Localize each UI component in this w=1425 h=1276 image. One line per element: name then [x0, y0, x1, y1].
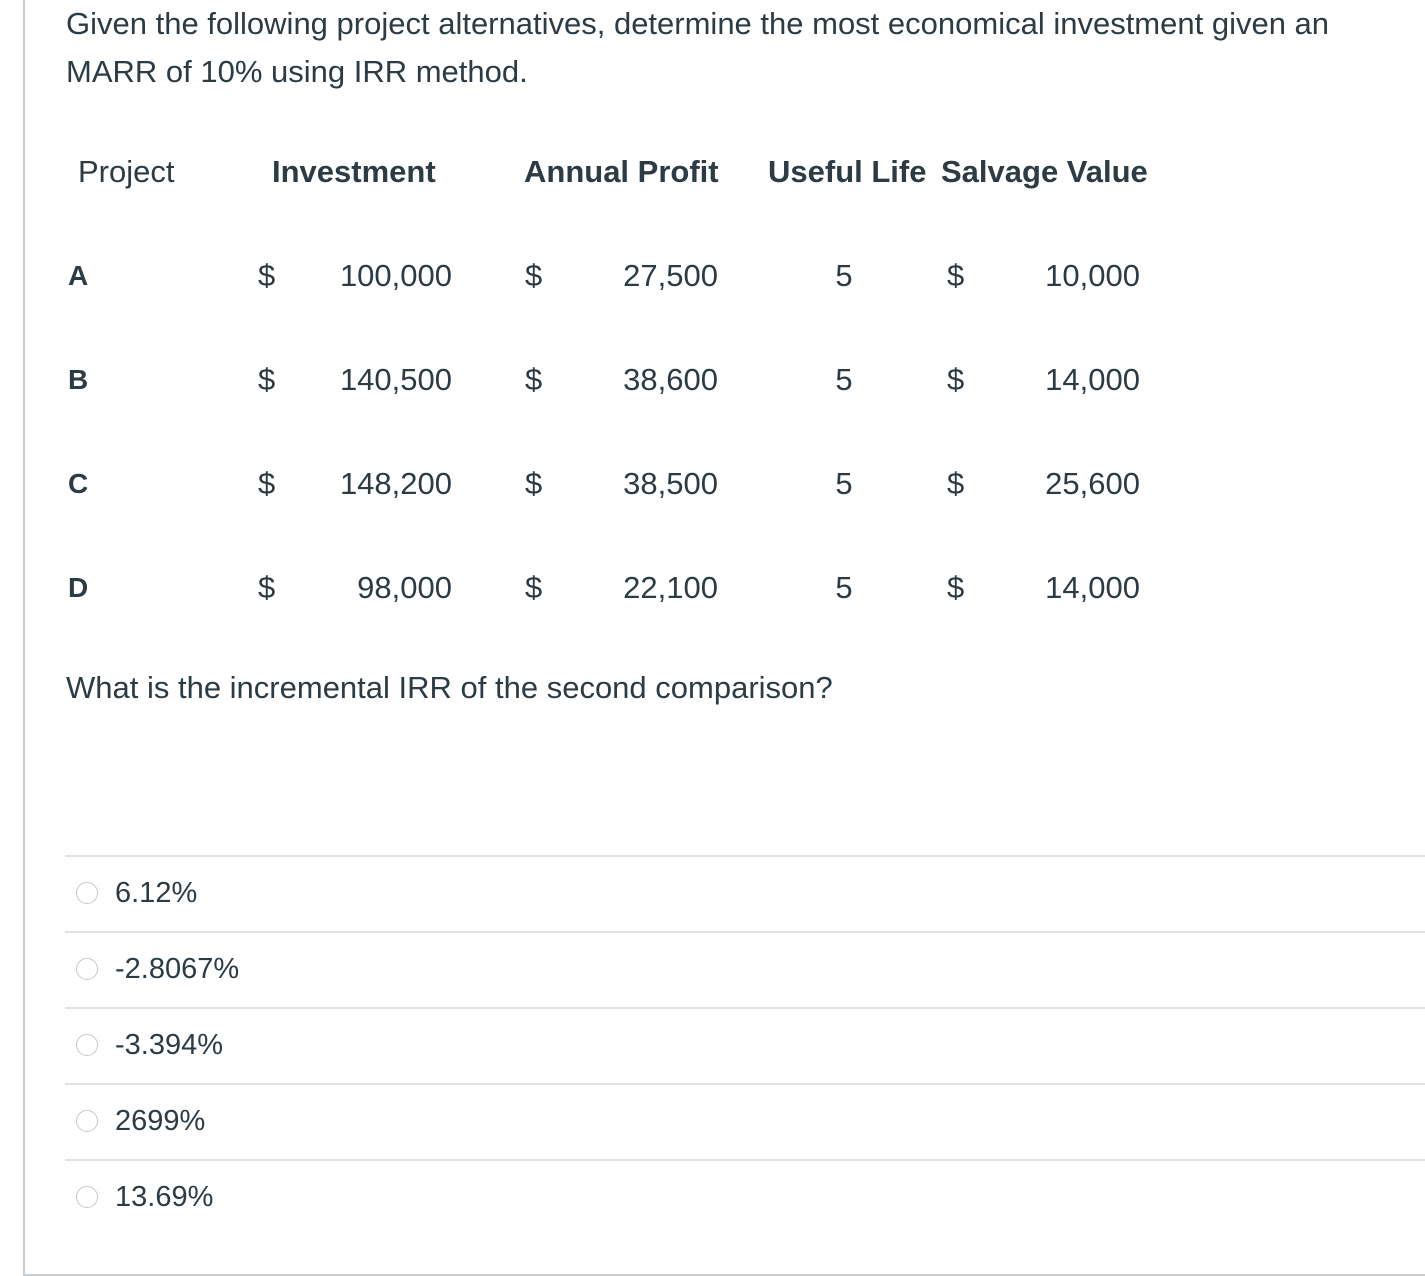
answer-label[interactable]: 13.69% [115, 1181, 214, 1213]
answer-label[interactable]: 6.12% [115, 877, 198, 909]
row-a-profit-currency: $ [525, 258, 543, 293]
panel-bottom-border [23, 1274, 1425, 1276]
header-investment: Investment [272, 154, 436, 189]
row-a-project: A [68, 260, 89, 291]
header-salvage-value: Salvage Value [941, 154, 1148, 189]
followup-question: What is the incremental IRR of the secon… [66, 670, 833, 705]
answer-label[interactable]: 2699% [115, 1105, 206, 1137]
row-b-annual-profit: 38,600 [623, 362, 718, 397]
header-project: Project [78, 154, 175, 189]
answer-label[interactable]: -3.394% [115, 1029, 224, 1061]
answer-list: 6.12% -2.8067% -3.394% 2699% 13.69% [65, 855, 1425, 1235]
row-d-investment: 98,000 [357, 570, 452, 605]
row-a-salvage-value: 10,000 [1045, 258, 1140, 293]
header-annual-profit: Annual Profit [524, 154, 719, 189]
row-d-annual-profit: 22,100 [623, 570, 718, 605]
row-b-salvage-value: 14,000 [1045, 362, 1140, 397]
header-useful-life: Useful Life [768, 154, 927, 189]
row-a-useful-life: 5 [835, 258, 853, 293]
row-b-investment: 140,500 [339, 362, 452, 397]
row-c-project: C [68, 468, 89, 499]
question-prompt: Given the following project alternatives… [66, 6, 1330, 89]
row-d-project: D [68, 572, 89, 603]
radio-button[interactable] [76, 1110, 98, 1132]
answer-option[interactable]: 2699% [65, 1083, 1425, 1159]
row-a-annual-profit: 27,500 [623, 258, 718, 293]
radio-button[interactable] [76, 882, 98, 904]
row-c-useful-life: 5 [835, 466, 853, 501]
row-b-project: B [68, 364, 89, 395]
row-d-salvage-currency: $ [947, 570, 965, 605]
row-b-useful-life: 5 [835, 362, 853, 397]
answer-option[interactable]: -3.394% [65, 1007, 1425, 1083]
panel-left-border [23, 0, 25, 1276]
row-c-salvage-value: 25,600 [1045, 466, 1140, 501]
answer-option[interactable]: 13.69% [65, 1159, 1425, 1235]
radio-button[interactable] [76, 958, 98, 980]
row-b-profit-currency: $ [525, 362, 543, 397]
radio-button[interactable] [76, 1034, 98, 1056]
row-b-salvage-currency: $ [947, 362, 965, 397]
row-c-annual-profit: 38,500 [623, 466, 718, 501]
row-d-useful-life: 5 [835, 570, 853, 605]
row-a-salvage-currency: $ [947, 258, 965, 293]
row-a-investment: 100,000 [339, 258, 452, 293]
row-d-salvage-value: 14,000 [1045, 570, 1140, 605]
row-a-investment-currency: $ [258, 258, 276, 293]
radio-button[interactable] [76, 1186, 98, 1208]
row-c-salvage-currency: $ [947, 466, 965, 501]
answer-option[interactable]: -2.8067% [65, 931, 1425, 1007]
answer-label[interactable]: -2.8067% [115, 953, 240, 985]
row-d-profit-currency: $ [525, 570, 543, 605]
row-c-investment-currency: $ [258, 466, 276, 501]
row-c-profit-currency: $ [525, 466, 543, 501]
row-d-investment-currency: $ [258, 570, 276, 605]
row-b-investment-currency: $ [258, 362, 276, 397]
row-c-investment: 148,200 [339, 466, 452, 501]
answer-option[interactable]: 6.12% [65, 855, 1425, 931]
